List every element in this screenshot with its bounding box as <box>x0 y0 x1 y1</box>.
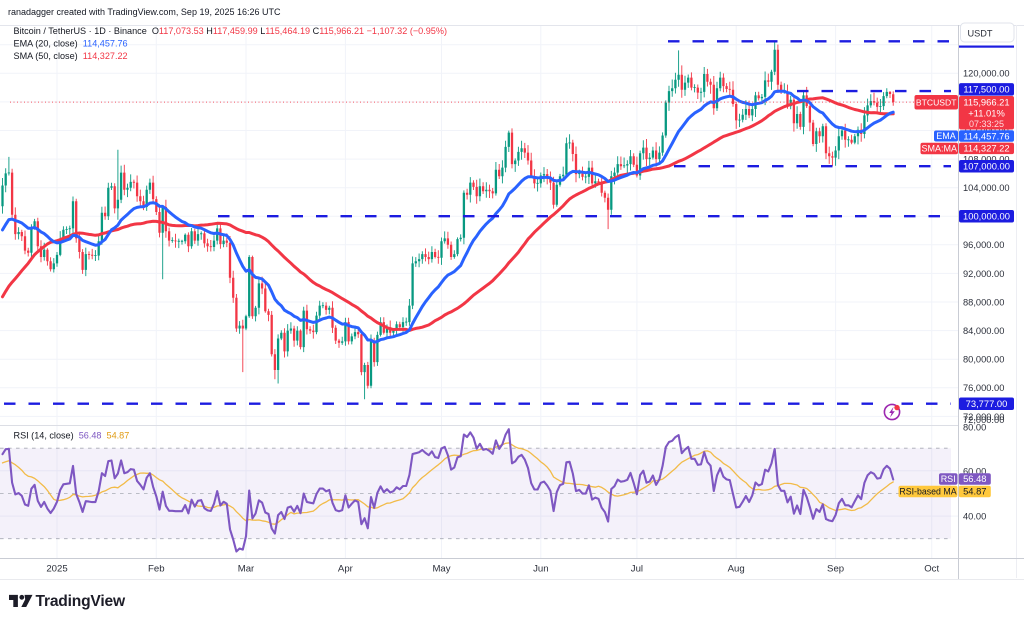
svg-text:May: May <box>432 564 450 575</box>
svg-text:EMA (20, close) 114,457.76: EMA (20, close) 114,457.76 <box>14 39 128 49</box>
svg-text:USDT: USDT <box>968 28 993 38</box>
svg-text:Jun: Jun <box>533 564 548 575</box>
svg-text:07:33:25: 07:33:25 <box>969 119 1004 129</box>
svg-text:SMA (50, close) 114,327.22: SMA (50, close) 114,327.22 <box>14 51 128 61</box>
svg-text:Sep: Sep <box>827 564 844 575</box>
svg-text:Apr: Apr <box>338 564 354 575</box>
svg-text:96,000.00: 96,000.00 <box>963 240 1004 250</box>
svg-text:Oct: Oct <box>924 564 939 575</box>
svg-text:73,777.00: 73,777.00 <box>966 398 1008 409</box>
svg-text:104,000.00: 104,000.00 <box>963 183 1010 193</box>
svg-text:56.48: 56.48 <box>963 473 986 484</box>
svg-text:80,000.00: 80,000.00 <box>963 355 1004 365</box>
svg-text:60.00: 60.00 <box>963 466 986 476</box>
svg-text:76,000.00: 76,000.00 <box>963 383 1004 393</box>
svg-text:Mar: Mar <box>238 564 255 575</box>
svg-text:Aug: Aug <box>728 564 745 575</box>
svg-text:107,000.00: 107,000.00 <box>963 161 1010 172</box>
svg-text:92,000.00: 92,000.00 <box>963 269 1004 279</box>
svg-text:117,500.00: 117,500.00 <box>963 84 1009 95</box>
svg-text:120,000.00: 120,000.00 <box>963 69 1010 79</box>
svg-text:88,000.00: 88,000.00 <box>963 297 1004 307</box>
svg-text:SMA:MA: SMA:MA <box>921 144 957 154</box>
svg-text:114,327.22: 114,327.22 <box>963 143 1009 154</box>
svg-text:114,457.76: 114,457.76 <box>963 130 1009 141</box>
svg-text:100,000.00: 100,000.00 <box>963 211 1010 222</box>
svg-text:RSI-based MA: RSI-based MA <box>899 486 956 496</box>
svg-text:72,000.00: 72,000.00 <box>963 415 1004 425</box>
svg-text:72,000.00: 72,000.00 <box>963 412 1004 422</box>
svg-text:RSI: RSI <box>941 474 956 484</box>
svg-text:+11.01%: +11.01% <box>968 108 1005 119</box>
svg-text:2025: 2025 <box>46 564 67 575</box>
svg-text:ranadagger created with Tradin: ranadagger created with TradingView.com,… <box>8 7 281 17</box>
svg-text:BTCUSDT: BTCUSDT <box>916 98 957 108</box>
svg-text:Feb: Feb <box>148 564 165 575</box>
svg-text:RSI (14, close) 56.48 54.87: RSI (14, close) 56.48 54.87 <box>14 431 130 441</box>
svg-text:80.00: 80.00 <box>963 423 986 433</box>
svg-text:108,000.00: 108,000.00 <box>963 155 1010 165</box>
svg-text:Jul: Jul <box>631 564 643 575</box>
svg-text:EMA: EMA <box>936 131 956 141</box>
svg-text:115,966.21: 115,966.21 <box>963 97 1009 108</box>
svg-text:54.87: 54.87 <box>963 486 986 497</box>
svg-text:40.00: 40.00 <box>963 512 986 522</box>
svg-text:84,000.00: 84,000.00 <box>963 326 1004 336</box>
svg-text:TradingView: TradingView <box>36 593 126 610</box>
svg-text:Bitcoin / TetherUS · 1D · Bina: Bitcoin / TetherUS · 1D · Binance O117,0… <box>14 26 447 36</box>
